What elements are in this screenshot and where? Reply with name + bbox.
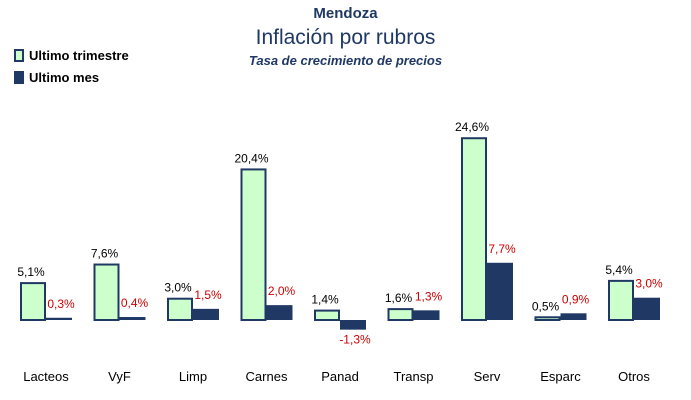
data-label-trimestre-lacteos: 5,1% <box>17 265 45 279</box>
data-label-mes-limp: 1,5% <box>194 288 222 302</box>
chart-title: Inflación por rubros <box>255 26 436 49</box>
data-label-mes-transp: 1,3% <box>415 289 443 303</box>
data-label-trimestre-limp: 3,0% <box>164 281 192 295</box>
category-label-otros: Otros <box>618 369 650 384</box>
category-label-serv: Serv <box>474 369 501 384</box>
chart-subtitle: Tasa de crecimiento de precios <box>248 53 443 68</box>
category-label-transp: Transp <box>394 369 434 384</box>
bar-trimestre-vyf <box>93 263 120 322</box>
category-label-panad: Panad <box>321 369 359 384</box>
category-label-limp: Limp <box>179 369 207 384</box>
data-label-trimestre-panad: 1,4% <box>311 293 339 307</box>
category-label-vyf: VyF <box>108 369 131 384</box>
bar-trimestre-otros <box>608 279 634 321</box>
data-label-mes-esparc: 0,9% <box>562 292 590 306</box>
bar-mes-serv <box>487 262 513 320</box>
bar-mes-otros <box>634 297 660 320</box>
category-label-lacteos: Lacteos <box>23 369 69 384</box>
bar-mes-panad <box>340 320 366 330</box>
bar-mes-limp <box>193 308 219 320</box>
data-label-trimestre-otros: 5,4% <box>605 263 633 277</box>
bar-trimestre-carnes <box>240 168 267 321</box>
legend-label-mes: Ultimo mes <box>29 69 100 85</box>
bar-mes-esparc <box>560 313 587 320</box>
legend: Ultimo trimestre Ultimo mes <box>14 44 129 88</box>
data-label-trimestre-transp: 1,6% <box>385 291 413 305</box>
data-label-mes-serv: 7,7% <box>488 242 516 256</box>
bar-trimestre-lacteos <box>20 282 46 321</box>
data-label-mes-panad: -1,3% <box>339 333 371 347</box>
bar-mes-vyf <box>119 317 146 320</box>
data-label-mes-lacteos: 0,3% <box>47 297 75 311</box>
bar-mes-lacteos <box>46 317 72 320</box>
data-label-mes-otros: 3,0% <box>635 277 663 291</box>
data-label-mes-carnes: 2,0% <box>268 284 296 298</box>
chart-region: Mendoza <box>313 5 378 22</box>
bar-trimestre-panad <box>314 309 340 321</box>
bar-trimestre-serv <box>461 137 487 321</box>
bar-mes-carnes <box>266 305 293 320</box>
data-label-trimestre-esparc: 0,5% <box>532 299 560 313</box>
bar-trimestre-esparc <box>534 316 561 322</box>
category-label-carnes: Carnes <box>246 369 288 384</box>
bar-trimestre-limp <box>167 297 193 321</box>
bar-mes-transp <box>413 310 440 320</box>
legend-item-trimestre: Ultimo trimestre <box>14 44 129 66</box>
legend-swatch-trimestre <box>14 48 24 62</box>
data-label-trimestre-carnes: 20,4% <box>234 151 268 165</box>
category-label-esparc: Esparc <box>540 369 581 384</box>
data-label-trimestre-vyf: 7,6% <box>91 247 119 261</box>
bar-trimestre-transp <box>387 308 414 321</box>
legend-item-mes: Ultimo mes <box>14 66 129 88</box>
legend-label-trimestre: Ultimo trimestre <box>29 47 129 63</box>
legend-swatch-mes <box>14 70 24 84</box>
data-label-trimestre-serv: 24,6% <box>455 120 489 134</box>
data-label-mes-vyf: 0,4% <box>121 296 149 310</box>
